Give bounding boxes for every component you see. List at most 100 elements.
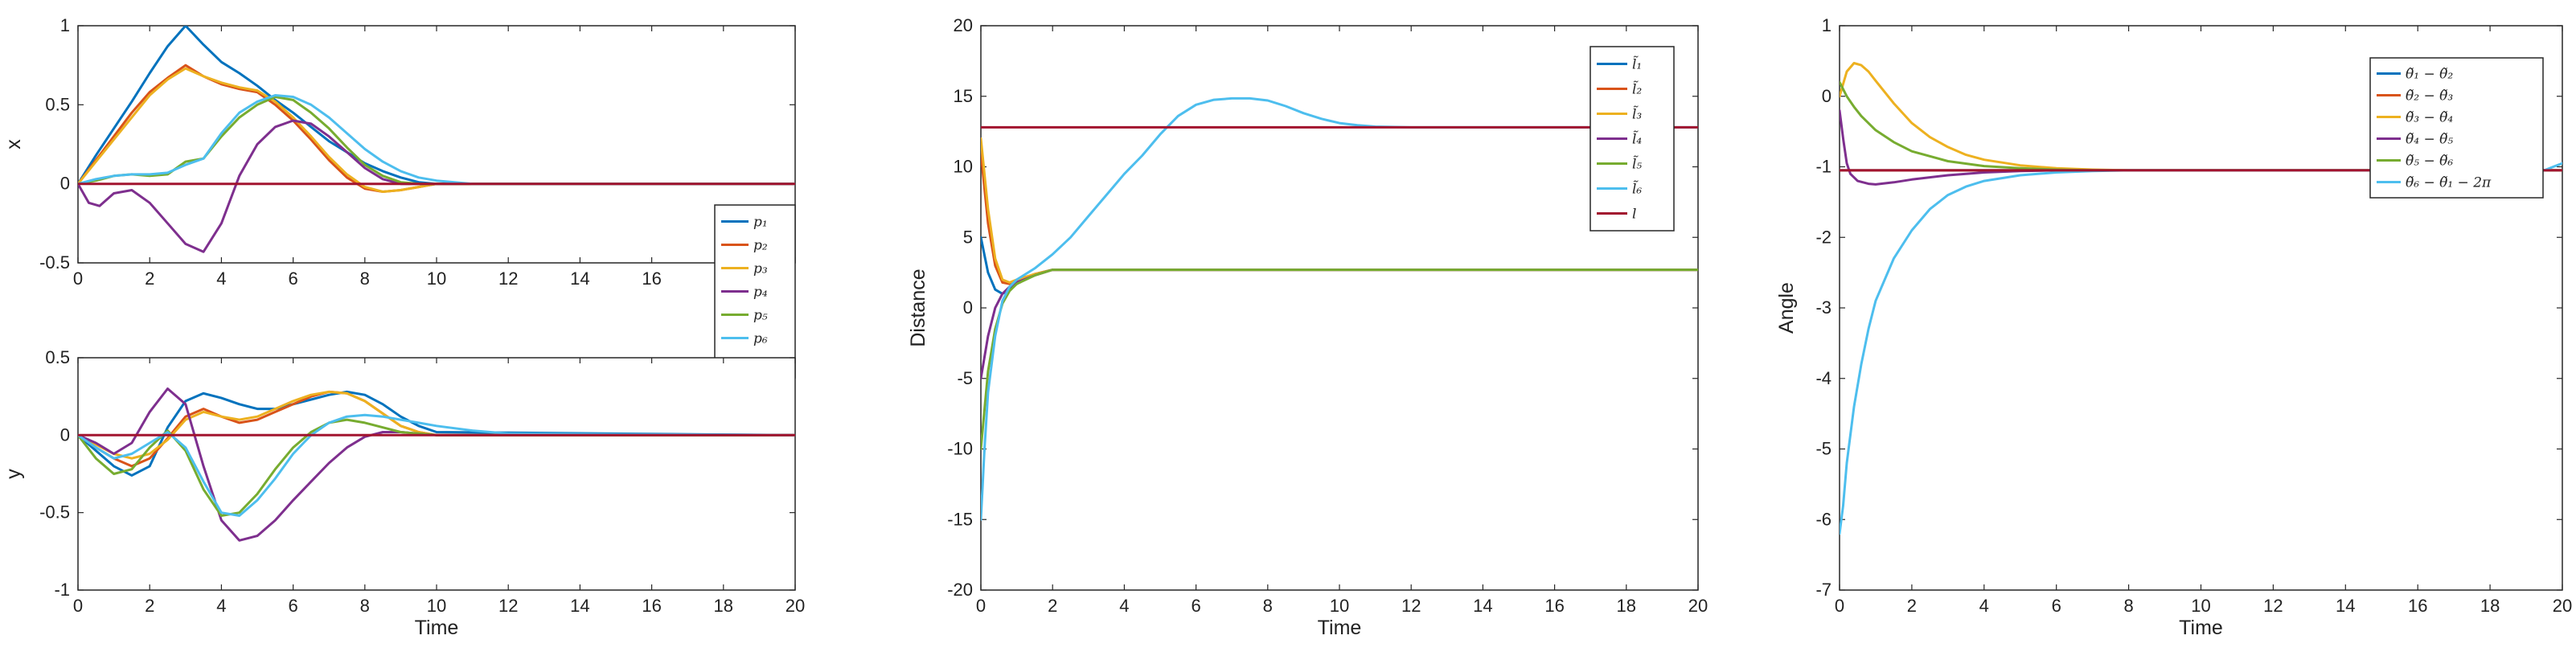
angle-xtick-label: 12 xyxy=(2263,596,2283,616)
angle-xlabel: Time xyxy=(2179,617,2223,639)
x-plot-xtick-label: 14 xyxy=(570,269,589,289)
y-plot-xtick-label: 2 xyxy=(145,596,154,616)
distance-xtick-label: 4 xyxy=(1119,596,1129,616)
distance-ytick-label: 0 xyxy=(963,297,973,318)
x-plot-ytick-label: 0 xyxy=(60,174,70,194)
angle-xtick-label: 8 xyxy=(2123,596,2133,616)
subplot-y: 0 2 4 6 8 10 12 14 16 18 20 -1 -0.5 0 0.5 Time y xyxy=(2,347,805,639)
distance-xtick-label: 0 xyxy=(976,596,986,616)
distance-legend-label: l xyxy=(1632,207,1636,223)
position-legend-label: p₁ xyxy=(753,215,768,231)
angle-xtick-label: 18 xyxy=(2480,596,2500,616)
x-plot-xtick-label: 10 xyxy=(427,269,446,289)
distance-ytick-label: -5 xyxy=(957,368,973,388)
angle-ytick-label: -1 xyxy=(1815,157,1832,177)
distance-legend-label: l̃₃ xyxy=(1632,106,1642,123)
distance-axes-box xyxy=(980,25,1699,591)
position-legend-label: p₆ xyxy=(753,331,768,347)
distance-series-group xyxy=(981,96,1698,521)
x-plot-xtick-label: 2 xyxy=(145,269,154,289)
position-legend-label: p₂ xyxy=(753,238,768,254)
y-plot-xtick-label: 4 xyxy=(216,596,226,616)
angle-xtick-label: 4 xyxy=(1979,596,1989,616)
y-plot-series-line-3 xyxy=(78,390,795,460)
distance-xtick-label: 10 xyxy=(1330,596,1349,616)
angle-xtick-label: 20 xyxy=(2553,596,2572,616)
angle-ytick-label: -2 xyxy=(1815,227,1832,247)
distance-xtick-label: 16 xyxy=(1544,596,1564,616)
distance-ytick-label: -15 xyxy=(947,509,973,529)
subplot-distance: 0 2 4 6 8 10 12 14 16 18 20 -20 -15 -10 -5 0 5 10 15 20 Time… xyxy=(907,15,1708,639)
distance-legend-label: l̃₂ xyxy=(1632,81,1642,98)
distance-xtick-label: 14 xyxy=(1473,596,1492,616)
y-plot-xtick-label: 18 xyxy=(714,596,733,616)
angle-legend-label: θ̃₃ − θ̃₄ xyxy=(2406,110,2453,126)
angle-ytick-label: -4 xyxy=(1815,368,1832,388)
y-plot-xtick-label: 10 xyxy=(427,596,446,616)
y-plot-axes-box xyxy=(77,357,796,591)
subplot-angle: 0 2 4 6 8 10 12 14 16 18 20 -7 -6 -5 -4 -3 -2 -1 0 1 Time Ang… xyxy=(1775,15,2572,639)
distance-xtick-label: 2 xyxy=(1048,596,1057,616)
distance-ytick-label: -10 xyxy=(947,439,973,459)
position-legend-label: p₄ xyxy=(753,285,768,301)
x-plot-series-line-3 xyxy=(78,67,795,193)
angle-ylabel: Angle xyxy=(1775,282,1798,334)
angle-legend-label: θ̃₁ − θ̃₂ xyxy=(2406,67,2453,83)
x-plot-axes-box xyxy=(77,25,796,264)
x-plot-xtick-label: 6 xyxy=(288,269,297,289)
distance-series-line-6 xyxy=(981,96,1698,521)
angle-legend-label: θ̃₂ − θ̃₃ xyxy=(2406,88,2453,105)
y-plot-xtick-label: 0 xyxy=(73,596,83,616)
angle-legend-box xyxy=(2369,57,2544,199)
x-plot-xtick-label: 0 xyxy=(73,269,83,289)
distance-xtick-label: 20 xyxy=(1688,596,1708,616)
distance-legend-label: l̃₆ xyxy=(1632,181,1642,198)
angle-legend-label: θ̃₆ − θ̃₁ − 2π xyxy=(2406,175,2492,191)
y-plot-series-group xyxy=(78,387,795,542)
angle-xtick-label: 16 xyxy=(2408,596,2427,616)
y-plot-ytick-label: 0.5 xyxy=(45,347,70,367)
angle-ytick-label: 1 xyxy=(1822,15,1832,35)
position-legend-label: p₃ xyxy=(753,261,768,277)
distance-ylabel: Distance xyxy=(907,269,929,346)
y-plot-series-line-1 xyxy=(78,390,795,477)
distance-ytick-label: 10 xyxy=(954,157,973,177)
y-plot-ylabel: y xyxy=(2,469,25,479)
x-plot-xtick-label: 12 xyxy=(498,269,518,289)
distance-ytick-label: -20 xyxy=(947,580,973,600)
x-plot-series-line-1 xyxy=(78,26,795,186)
angle-xtick-label: 2 xyxy=(1907,596,1917,616)
position-legend-label: p₅ xyxy=(753,308,768,324)
y-plot-series-line-6 xyxy=(78,413,795,517)
y-plot-ytick-label: -1 xyxy=(54,580,70,600)
angle-legend-label: θ̃₅ − θ̃₆ xyxy=(2406,154,2453,170)
x-plot-ytick-label: 0.5 xyxy=(45,94,70,114)
y-plot-xtick-label: 12 xyxy=(498,596,518,616)
distance-xtick-label: 12 xyxy=(1401,596,1421,616)
y-plot-ytick-label: 0 xyxy=(60,424,70,445)
y-plot-ytick-label: -0.5 xyxy=(39,502,70,523)
distance-series-line-5 xyxy=(981,269,1698,450)
x-plot-xtick-label: 4 xyxy=(216,269,226,289)
angle-xtick-label: 14 xyxy=(2336,596,2355,616)
distance-legend-label: l̃₁ xyxy=(1632,56,1642,73)
y-plot-xtick-label: 8 xyxy=(360,596,370,616)
subplot-x: 02468101214160-0.500.51xp₁p₂p₃p₄p₅p₆r xyxy=(2,15,796,379)
angle-ytick-label: -6 xyxy=(1815,509,1832,529)
x-plot-series-group xyxy=(78,26,795,253)
angle-xtick-label: 10 xyxy=(2191,596,2210,616)
distance-ytick-label: 15 xyxy=(954,86,973,106)
angle-ytick-label: -7 xyxy=(1815,580,1832,600)
y-plot-series-line-5 xyxy=(78,418,795,517)
angle-legend-label: θ̃₄ − θ̃₅ xyxy=(2406,132,2453,148)
distance-legend-label: l̃₅ xyxy=(1632,156,1642,173)
y-plot-xlabel: Time xyxy=(415,617,459,639)
x-plot-series-line-4 xyxy=(78,119,795,253)
x-plot-xtick-label: 16 xyxy=(642,269,661,289)
distance-xtick-label: 6 xyxy=(1191,596,1200,616)
angle-xtick-label: 6 xyxy=(2052,596,2061,616)
y-plot-xtick-label: 20 xyxy=(786,596,805,616)
distance-xtick-label: 8 xyxy=(1263,596,1273,616)
angle-ytick-label: -3 xyxy=(1815,297,1832,318)
distance-ytick-label: 20 xyxy=(954,15,973,35)
